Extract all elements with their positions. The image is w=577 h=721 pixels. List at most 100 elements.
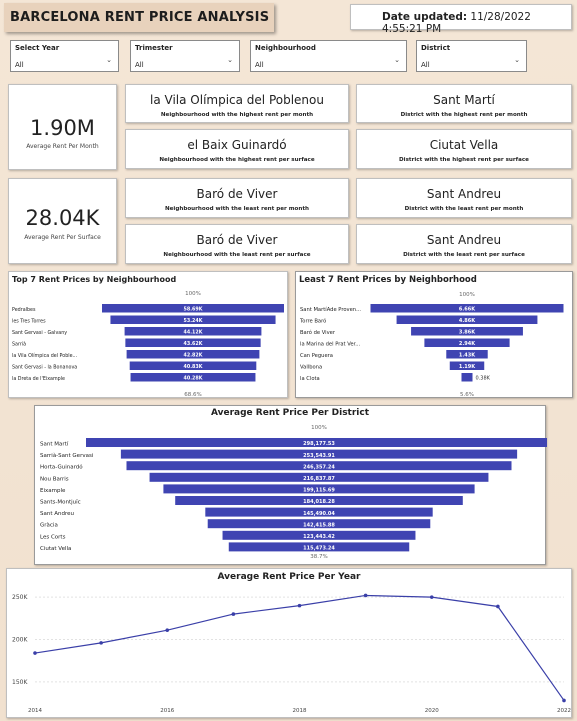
funnel-category-label: Vallbona bbox=[300, 365, 322, 371]
funnel-category-label: la Vila Olímpica del Poble... bbox=[12, 352, 77, 359]
funnel-bottom-percent: 38.7% bbox=[310, 554, 327, 560]
chart-title: Top 7 Rent Prices by Neighbourhood bbox=[12, 275, 177, 284]
funnel-bar bbox=[228, 542, 410, 552]
funnel-category-label: Baró de Viver bbox=[300, 329, 336, 336]
y-tick-label: 150K bbox=[12, 679, 28, 686]
filter-district[interactable]: District All ⌄ bbox=[416, 40, 527, 72]
filter-neighbourhood[interactable]: Neighbourhood All ⌄ bbox=[250, 40, 407, 72]
funnel-category-label: Nou Barris bbox=[40, 476, 69, 482]
funnel-chart-svg: 100% Sant Martí 298,177.53 Sarrià-Sant Gerv… bbox=[40, 425, 547, 560]
data-point bbox=[33, 651, 37, 655]
filter-label: Neighbourhood bbox=[255, 44, 316, 52]
filter-trimester[interactable]: Trimester All ⌄ bbox=[130, 40, 240, 72]
funnel-bar bbox=[396, 315, 538, 324]
funnel-value-label: 253,543.91 bbox=[303, 453, 335, 459]
funnel-bar bbox=[207, 519, 431, 529]
funnel-bottom-percent: 5.6% bbox=[460, 392, 474, 398]
card-desc: Neighbourhood with the highest rent per … bbox=[160, 112, 314, 118]
funnel-value-label: 0.38K bbox=[476, 376, 491, 382]
funnel-value-label: 1.19K bbox=[459, 364, 476, 370]
funnel-value-label: 1.43K bbox=[459, 353, 476, 359]
filter-label: District bbox=[421, 44, 451, 52]
kpi-value: 1.90M bbox=[30, 116, 95, 140]
card-dist-least-surface: Sant Andreu District with the least rent… bbox=[356, 224, 572, 264]
x-tick-label: 2018 bbox=[293, 708, 307, 714]
card-name: la Vila Olímpica del Poblenou bbox=[150, 93, 324, 107]
funnel-bar bbox=[163, 484, 475, 494]
funnel-category-label: Sant Gervasi - Galvany bbox=[12, 330, 67, 336]
data-point bbox=[297, 603, 302, 608]
funnel-bar bbox=[222, 530, 416, 540]
chevron-down-icon[interactable]: ⌄ bbox=[394, 56, 400, 64]
y-tick-label: 200K bbox=[12, 636, 28, 643]
card-desc: District with the least rent per month bbox=[404, 206, 524, 212]
chart-top7-neighbourhoods: Top 7 Rent Prices by Neighbourhood 100% P… bbox=[8, 271, 288, 398]
chart-district-funnel: Average Rent Price Per District 100% Sant… bbox=[34, 405, 547, 565]
funnel-category-label: Gràcia bbox=[40, 522, 58, 529]
funnel-bar bbox=[124, 327, 262, 336]
chevron-down-icon[interactable]: ⌄ bbox=[106, 56, 112, 64]
funnel-top-percent: 100% bbox=[311, 425, 327, 431]
funnel-bar bbox=[149, 472, 489, 482]
funnel-bar bbox=[411, 327, 523, 336]
series-line bbox=[34, 594, 565, 701]
card-name: el Baix Guinardó bbox=[187, 138, 287, 152]
funnel-value-label: 3.86K bbox=[459, 330, 476, 336]
data-point bbox=[99, 641, 103, 645]
card-name: Baró de Viver bbox=[196, 187, 278, 201]
kpi-label: Average Rent Per Surface bbox=[24, 234, 101, 241]
date-updated-value: 11/28/2022 4:55:21 PM bbox=[382, 11, 531, 35]
card-desc: Neighbourhood with the least rent per su… bbox=[163, 252, 311, 258]
filter-value: All bbox=[255, 61, 264, 69]
funnel-value-label: 58.69K bbox=[184, 307, 203, 313]
funnel-bar bbox=[129, 361, 257, 370]
funnel-category-label: Sant Andreu bbox=[40, 511, 74, 517]
funnel-bar bbox=[130, 373, 256, 382]
y-tick-label: 250K bbox=[12, 594, 28, 601]
funnel-category-label: Pedralbes bbox=[12, 307, 36, 313]
kpi-value: 28.04K bbox=[25, 206, 100, 230]
funnel-chart-svg: 100% Pedralbes 58.69K les Tres Torres 53.24K… bbox=[12, 291, 284, 398]
card-desc: District with the highest rent per surfa… bbox=[399, 157, 529, 163]
card-nb-least-surface: Baró de Viver Neighbourhood with the lea… bbox=[125, 224, 349, 264]
chevron-down-icon[interactable]: ⌄ bbox=[227, 56, 233, 64]
funnel-bar bbox=[102, 304, 284, 313]
card-dist-highest-month: Sant Martí District with the highest ren… bbox=[356, 84, 572, 123]
funnel-value-label: 216,837.87 bbox=[303, 476, 335, 482]
line-chart-svg: 250K 200K 150K 2014 2016 2018 2020 2022 bbox=[12, 593, 571, 714]
card-dist-least-month: Sant Andreu District with the least rent… bbox=[356, 178, 572, 218]
chevron-down-icon[interactable]: ⌄ bbox=[514, 56, 520, 64]
filter-value: All bbox=[421, 61, 430, 69]
date-updated-label: Date updated: bbox=[382, 11, 468, 23]
funnel-value-label: 44.12K bbox=[184, 330, 203, 336]
funnel-category-label: la Dreta de l'Eixample bbox=[12, 376, 65, 382]
funnel-top-percent: 100% bbox=[459, 292, 475, 298]
chart-title: Average Rent Price Per Year bbox=[217, 572, 361, 582]
filter-label: Select Year bbox=[15, 44, 60, 52]
funnel-bar bbox=[175, 496, 463, 505]
funnel-category-label: Eixample bbox=[40, 488, 66, 494]
chart-rent-per-year: Average Rent Price Per Year 250K 200K 150K… bbox=[6, 568, 572, 718]
funnel-category-label: Torre Baró bbox=[299, 318, 326, 325]
funnel-value-label: 4.86K bbox=[459, 318, 476, 324]
x-tick-label: 2020 bbox=[425, 708, 439, 714]
funnel-category-label: Sant Martí bbox=[40, 441, 69, 448]
funnel-bottom-percent: 68.6% bbox=[184, 392, 201, 398]
x-tick-label: 2022 bbox=[557, 708, 571, 714]
funnel-value-label: 53.24K bbox=[184, 318, 203, 324]
date-updated-text: Date updated: 11/28/2022 4:55:21 PM bbox=[382, 11, 571, 35]
funnel-value-label: 184,018.28 bbox=[303, 499, 335, 505]
funnel-bar bbox=[449, 361, 485, 370]
funnel-category-label: Can Peguera bbox=[300, 353, 333, 359]
kpi-avg-rent-month: 1.90M Average Rent Per Month bbox=[8, 84, 117, 170]
funnel-value-label: 40.28K bbox=[184, 376, 203, 382]
filter-select-year[interactable]: Select Year All ⌄ bbox=[10, 40, 119, 72]
card-desc: District with the least rent per surface bbox=[403, 252, 525, 258]
card-nb-highest-month: la Vila Olímpica del Poblenou Neighbourh… bbox=[125, 84, 349, 123]
card-name: Sant Andreu bbox=[426, 187, 502, 201]
date-updated-box: Date updated: 11/28/2022 4:55:21 PM bbox=[350, 4, 572, 35]
funnel-value-label: 142,415.88 bbox=[303, 522, 335, 528]
funnel-bar bbox=[446, 350, 488, 359]
funnel-bar bbox=[126, 461, 512, 471]
funnel-top-percent: 100% bbox=[185, 291, 201, 297]
